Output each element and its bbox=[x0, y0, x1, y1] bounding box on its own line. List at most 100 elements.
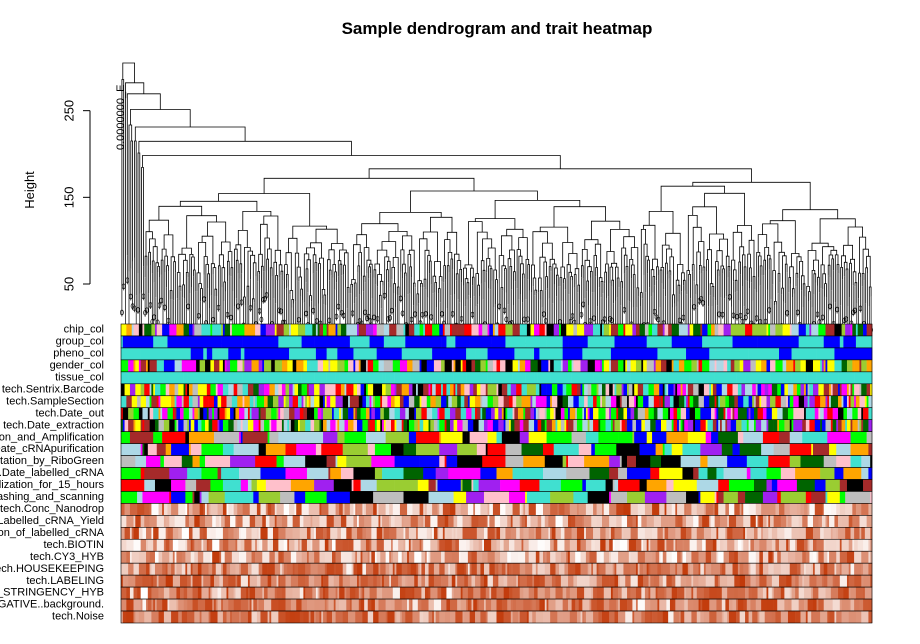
track-cell bbox=[121, 359, 129, 372]
track-cell bbox=[750, 503, 757, 516]
track-cell bbox=[394, 563, 397, 576]
track-cell bbox=[426, 551, 429, 564]
track-cell bbox=[233, 419, 238, 432]
track-cell bbox=[673, 359, 680, 372]
track-cell bbox=[662, 611, 669, 623]
track-cell bbox=[181, 527, 190, 540]
track-cell bbox=[162, 324, 170, 336]
track-cell bbox=[526, 383, 533, 396]
track-cell bbox=[602, 371, 608, 384]
track-cell bbox=[371, 527, 377, 540]
track-cell bbox=[534, 407, 537, 420]
track-cell bbox=[126, 611, 134, 623]
track-cell bbox=[480, 575, 485, 588]
track-cell bbox=[403, 395, 410, 408]
track-cell bbox=[661, 515, 669, 528]
track-cell bbox=[476, 407, 481, 420]
leaf-label-mark bbox=[677, 294, 682, 325]
leaf-label-mark bbox=[186, 277, 190, 311]
track-cell bbox=[163, 503, 168, 516]
track-cell bbox=[628, 383, 633, 396]
track-cell bbox=[464, 575, 469, 588]
track-cell bbox=[720, 395, 726, 408]
track-cell bbox=[711, 324, 715, 336]
track-cell bbox=[428, 599, 435, 612]
track-cell bbox=[289, 611, 295, 623]
dendrogram-branch bbox=[273, 261, 277, 299]
track-cell bbox=[720, 575, 728, 588]
track-cell bbox=[349, 599, 352, 612]
track-cell bbox=[526, 324, 531, 336]
track-cell bbox=[870, 455, 873, 468]
track-cell bbox=[705, 575, 710, 588]
track-cell bbox=[212, 347, 229, 360]
track-cell bbox=[730, 324, 739, 336]
track-cell bbox=[303, 587, 306, 600]
leaf-label-mark bbox=[570, 280, 575, 320]
dendrogram-branch bbox=[543, 261, 547, 279]
track-cell bbox=[267, 611, 270, 623]
track-cell bbox=[584, 515, 592, 528]
track-cell bbox=[598, 407, 605, 420]
track-cell bbox=[310, 395, 315, 408]
track-cell bbox=[582, 599, 590, 612]
track-cell bbox=[328, 587, 336, 600]
track-cell bbox=[827, 431, 851, 444]
track-cell bbox=[605, 563, 614, 576]
track-cell bbox=[181, 359, 190, 372]
track-cell bbox=[222, 539, 229, 552]
track-cell bbox=[539, 575, 546, 588]
track-cell bbox=[460, 587, 463, 600]
track-cell bbox=[750, 575, 757, 588]
track-cell bbox=[154, 575, 158, 588]
track-cell bbox=[383, 575, 390, 588]
track-cell bbox=[532, 611, 537, 623]
dendrogram-branch bbox=[468, 221, 483, 265]
track-cell bbox=[187, 383, 190, 396]
track-cell bbox=[362, 419, 369, 432]
track-cell bbox=[605, 527, 610, 540]
track-cell bbox=[308, 371, 315, 384]
track-cell bbox=[233, 527, 238, 540]
track-cell bbox=[457, 383, 462, 396]
track-cell bbox=[448, 515, 454, 528]
track-cell bbox=[185, 431, 190, 444]
track-cell bbox=[192, 563, 199, 576]
track-cell bbox=[855, 611, 862, 623]
track-cell bbox=[652, 503, 660, 516]
track-cell bbox=[222, 419, 229, 432]
track-cell bbox=[355, 587, 360, 600]
track-cell bbox=[566, 324, 574, 336]
track-cell bbox=[433, 563, 440, 576]
track-cell bbox=[180, 587, 184, 600]
leaf-label-mark bbox=[609, 286, 614, 325]
leaf-label-mark bbox=[815, 285, 820, 319]
track-cell bbox=[718, 431, 739, 444]
track-cell bbox=[451, 324, 458, 336]
track-cell bbox=[453, 527, 456, 540]
track-cell bbox=[430, 527, 433, 540]
track-cell bbox=[569, 503, 578, 516]
track-cell bbox=[703, 563, 707, 576]
track-cell bbox=[396, 563, 403, 576]
track-cell bbox=[491, 587, 497, 600]
track-cell bbox=[376, 587, 383, 600]
track-cell bbox=[239, 611, 242, 623]
track-cell bbox=[144, 443, 149, 456]
dendrogram-branch bbox=[819, 218, 856, 244]
track-cell bbox=[841, 563, 850, 576]
track-cell bbox=[618, 587, 622, 600]
track-cell bbox=[669, 371, 676, 384]
track-cell bbox=[591, 443, 596, 456]
track-cell bbox=[728, 599, 733, 612]
track-cell bbox=[416, 407, 422, 420]
track-cell bbox=[728, 503, 735, 516]
track-cell bbox=[419, 539, 422, 552]
track-cell bbox=[140, 455, 147, 468]
track-cell bbox=[644, 407, 649, 420]
track-cell bbox=[337, 419, 340, 432]
track-cell bbox=[469, 611, 476, 623]
track-cell bbox=[335, 371, 340, 384]
track-cell bbox=[610, 419, 614, 432]
track-cell bbox=[466, 539, 470, 552]
